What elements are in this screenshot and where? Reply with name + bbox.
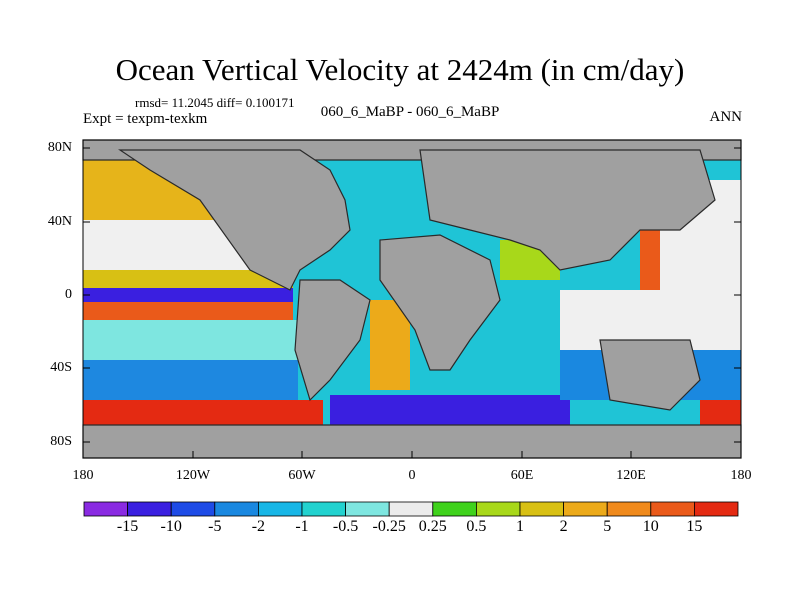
- colorbar-label: -0.5: [332, 518, 359, 535]
- colorbar-label: 0.25: [418, 518, 447, 535]
- colorbar-box: [432, 501, 477, 517]
- eurasia: [419, 149, 716, 271]
- colorbar-box: [519, 501, 564, 517]
- field-patch: [370, 300, 410, 390]
- stats-text: rmsd= 11.2045 diff= 0.100171: [135, 95, 295, 110]
- north-america: [118, 149, 351, 291]
- field-patch: [83, 400, 323, 425]
- field-patch: [83, 320, 298, 360]
- colorbar-label: 1: [516, 518, 524, 535]
- field-patch: [330, 395, 570, 425]
- field-patch: [83, 288, 293, 302]
- experiment-label: Expt = texpm-texkm: [83, 111, 208, 127]
- colorbar-label: 0.5: [466, 518, 487, 535]
- lat-label: 40S: [50, 360, 72, 375]
- colorbar-label: -5: [208, 518, 222, 535]
- colorbar-box: [563, 501, 608, 517]
- colorbar-box: [475, 501, 521, 517]
- colorbar-box: [650, 501, 695, 517]
- colorbar-box: [127, 501, 172, 517]
- lon-label: 60E: [510, 468, 534, 483]
- colorbar-label: 5: [603, 518, 612, 535]
- colorbar-box: [301, 501, 346, 517]
- lon-label: 120E: [616, 468, 646, 483]
- colorbar-label: 10: [642, 518, 659, 535]
- colorbar-label: -2: [251, 518, 266, 535]
- season-label: ANN: [709, 109, 743, 125]
- colorbar-label: -0.25: [372, 518, 406, 535]
- lat-label: 80N: [47, 140, 72, 155]
- lon-label: 0: [408, 468, 416, 483]
- colorbar-box: [345, 501, 390, 517]
- lat-label: 0: [65, 287, 72, 302]
- lon-label: 120W: [175, 468, 211, 483]
- colorbar-label: -15: [116, 518, 139, 535]
- axis-ticks: [82, 147, 742, 458]
- africa: [379, 234, 501, 371]
- colorbar: [83, 501, 739, 517]
- lon-label: 180: [72, 468, 94, 483]
- field-patch: [83, 360, 298, 400]
- colorbar-box: [388, 501, 434, 517]
- south-america: [294, 279, 371, 402]
- colorbar-box: [214, 501, 259, 517]
- field-patch: [83, 270, 293, 290]
- field-patch: [700, 400, 741, 425]
- colorbar-label: 2: [559, 518, 568, 535]
- colorbar-box: [694, 501, 739, 517]
- colorbar-label: -1: [295, 518, 309, 535]
- lon-label: 180: [730, 468, 752, 483]
- lat-label: 80S: [50, 434, 72, 449]
- subtitle: 060_6_MaBP - 060_6_MaBP: [320, 104, 500, 120]
- map-title: Ocean Vertical Velocity at 2424m (in cm/…: [115, 52, 685, 87]
- lat-label: 40N: [47, 214, 72, 229]
- colorbar-label: 15: [686, 518, 703, 535]
- colorbar-box: [257, 501, 303, 517]
- field-patch: [83, 302, 293, 320]
- australia: [599, 339, 701, 411]
- lon-label: 60W: [288, 468, 316, 483]
- colorbar-box: [170, 501, 216, 517]
- colorbar-box: [83, 501, 128, 517]
- colorbar-label: -10: [160, 518, 182, 535]
- colorbar-box: [606, 501, 652, 517]
